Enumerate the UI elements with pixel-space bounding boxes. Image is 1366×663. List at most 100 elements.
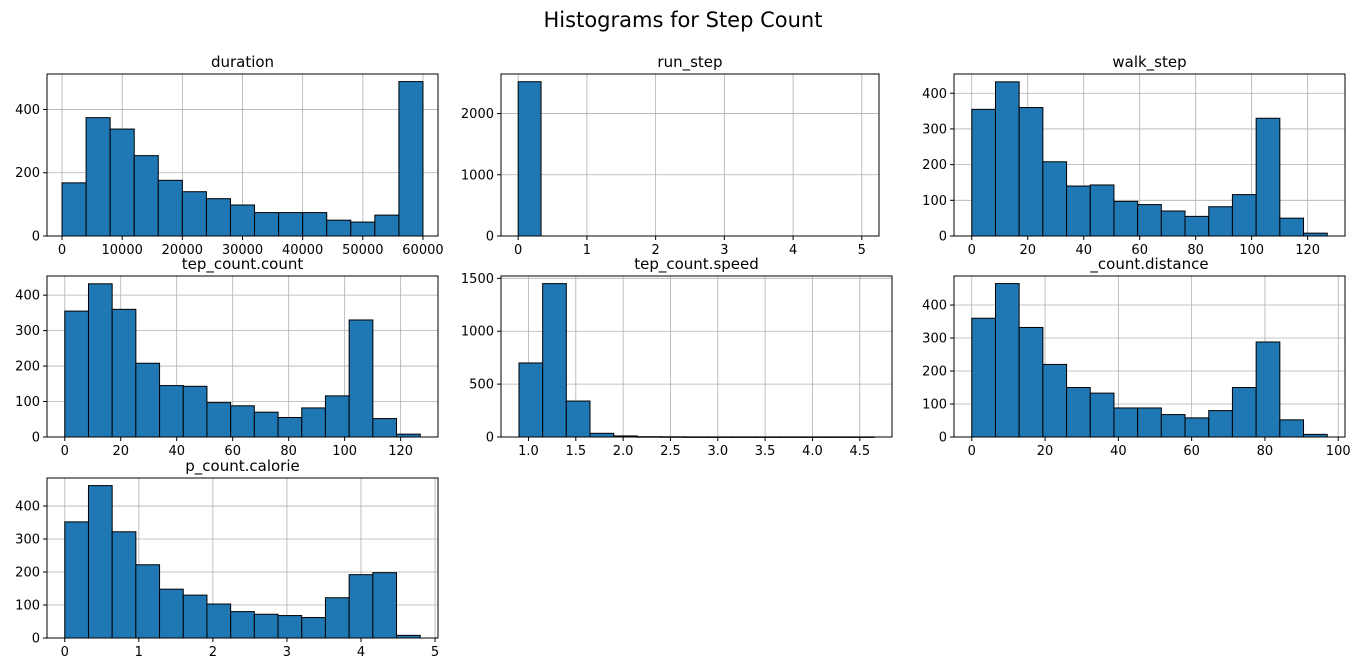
- subplot-title: _count.distance: [1089, 255, 1208, 274]
- histogram-bar: [994, 283, 1020, 438]
- histogram-bar: [1208, 206, 1233, 237]
- subplot-1: 0 10000 20000 30000 40000 50000 60000 0 200 400 du…: [15, 53, 443, 258]
- histogram-bar: [1066, 185, 1091, 237]
- y-tick-label: 0: [486, 230, 494, 245]
- x-tick-label: 1.0: [518, 444, 539, 459]
- y-tick-label: 300: [15, 533, 40, 548]
- x-tick-label: 3.0: [707, 444, 728, 459]
- x-tick-label: 80: [280, 444, 297, 459]
- histogram-bar: [517, 81, 542, 237]
- x-tick-label: 40: [168, 444, 185, 459]
- histogram-bar: [1184, 215, 1210, 237]
- x-tick-label: 60000: [402, 243, 443, 258]
- subplot-title: walk_step: [1112, 53, 1186, 72]
- histogram-bar: [64, 521, 89, 639]
- x-tick-label: 20: [1019, 243, 1036, 258]
- x-tick-label: 40: [1075, 243, 1092, 258]
- x-tick-label: 60: [1183, 444, 1200, 459]
- histogram-bar: [1208, 410, 1233, 438]
- histogram-bar: [994, 81, 1020, 237]
- y-tick-label: 2000: [461, 107, 494, 122]
- y-tick-label: 400: [15, 289, 40, 304]
- histogram-bar: [1018, 326, 1044, 438]
- histogram-bar: [1160, 414, 1186, 438]
- y-tick-label: 500: [469, 378, 494, 393]
- histogram-bar: [1255, 341, 1281, 438]
- subplot-2: 0 1 2 3 4 5 0 1000 2000 run_step: [461, 53, 880, 258]
- subplot-title: duration: [211, 53, 274, 71]
- x-tick-label: 10000: [102, 243, 143, 258]
- x-tick-label: 1: [135, 645, 143, 660]
- x-tick-label: 5: [431, 645, 439, 660]
- histogram-bar: [87, 485, 113, 639]
- histogram-bar: [159, 385, 184, 438]
- x-tick-label: 20: [1037, 444, 1054, 459]
- y-tick-label: 0: [486, 431, 494, 446]
- histogram-bar: [372, 418, 398, 438]
- histogram-bar: [348, 574, 374, 639]
- histogram-bar: [277, 615, 303, 639]
- x-tick-label: 60: [224, 444, 241, 459]
- histogram-bar: [1184, 417, 1210, 438]
- x-tick-label: 4: [789, 243, 797, 258]
- histogram-bar: [229, 204, 256, 237]
- histogram-bar: [1279, 419, 1305, 438]
- axes-frame: [953, 73, 1346, 237]
- subplot-6: 0 20 40 60 80 100 0 100 200 300 400 _count.distance: [922, 255, 1350, 459]
- histogram-bar: [278, 212, 304, 237]
- x-tick-label: 1: [583, 243, 591, 258]
- histogram-bar: [971, 317, 996, 438]
- histogram-bar: [1066, 387, 1091, 438]
- histogram-bar: [326, 219, 352, 237]
- histogram-bar: [324, 597, 350, 639]
- histogram-bar: [1089, 392, 1115, 438]
- y-tick-label: 400: [15, 103, 40, 118]
- histogram-bar: [157, 179, 183, 237]
- histogram-bar: [398, 81, 424, 237]
- y-tick-label: 0: [939, 230, 947, 245]
- histogram-bar: [1160, 210, 1186, 237]
- subplot-5: 1.0 1.5 2.0 2.5 3.0 3.5 4.0 4.5 0 500 1000 1500 tep_…: [461, 255, 893, 459]
- y-tick-label: 400: [15, 500, 40, 515]
- x-tick-label: 2: [209, 645, 217, 660]
- subplot-title: run_step: [657, 53, 722, 72]
- histogram-bar: [301, 617, 326, 639]
- histogram-bar: [1113, 407, 1139, 438]
- histogram-bar: [1113, 200, 1139, 237]
- x-tick-label: 30000: [222, 243, 263, 258]
- histogram-bar: [133, 155, 159, 237]
- y-tick-label: 200: [15, 360, 40, 375]
- x-tick-label: 4.5: [849, 444, 870, 459]
- x-tick-label: 2.0: [613, 444, 634, 459]
- histogram-bar: [302, 212, 328, 237]
- histogram-bar: [111, 531, 137, 639]
- axes-frame: [500, 73, 880, 237]
- histogram-bar: [1137, 407, 1162, 438]
- histogram-bar: [1042, 363, 1068, 438]
- x-tick-label: 100: [1239, 243, 1264, 258]
- x-tick-label: 1.5: [565, 444, 586, 459]
- y-tick-label: 1000: [461, 325, 494, 340]
- x-tick-label: 0: [61, 645, 69, 660]
- x-tick-label: 3.5: [755, 444, 776, 459]
- histogram-bar: [206, 603, 232, 639]
- x-tick-label: 2.5: [660, 444, 681, 459]
- histogram-bar: [64, 310, 89, 438]
- histogram-bar: [589, 432, 615, 438]
- histogram-bar: [61, 182, 87, 237]
- subplot-title: tep_count.speed: [634, 255, 759, 274]
- x-tick-label: 5: [858, 243, 866, 258]
- histogram-bar: [348, 319, 374, 438]
- histogram-bar: [1231, 387, 1257, 438]
- histogram-bar: [1089, 184, 1115, 237]
- y-tick-label: 300: [15, 324, 40, 339]
- histogram-bar: [1255, 117, 1281, 237]
- axes-frame: [46, 275, 439, 438]
- x-tick-label: 0: [58, 243, 66, 258]
- y-tick-label: 300: [922, 332, 947, 347]
- x-tick-label: 20000: [162, 243, 203, 258]
- x-tick-label: 4: [357, 645, 365, 660]
- histogram-bar: [87, 283, 113, 438]
